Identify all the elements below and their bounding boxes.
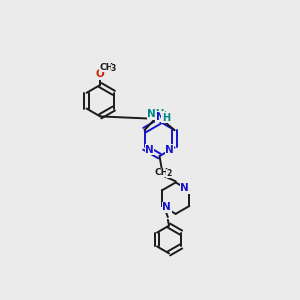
Text: H: H	[162, 113, 170, 123]
Text: CH: CH	[100, 63, 114, 72]
Text: O: O	[96, 69, 104, 79]
Text: 2: 2	[166, 169, 171, 178]
Text: 3: 3	[111, 64, 116, 73]
Text: N: N	[155, 111, 164, 122]
Text: N: N	[180, 184, 189, 194]
Text: N: N	[156, 112, 164, 122]
Text: N: N	[165, 145, 174, 155]
Text: CH: CH	[155, 168, 169, 177]
Text: 2: 2	[161, 111, 167, 120]
Text: N: N	[145, 145, 154, 155]
Text: NH: NH	[147, 110, 165, 119]
Text: N: N	[162, 202, 171, 212]
